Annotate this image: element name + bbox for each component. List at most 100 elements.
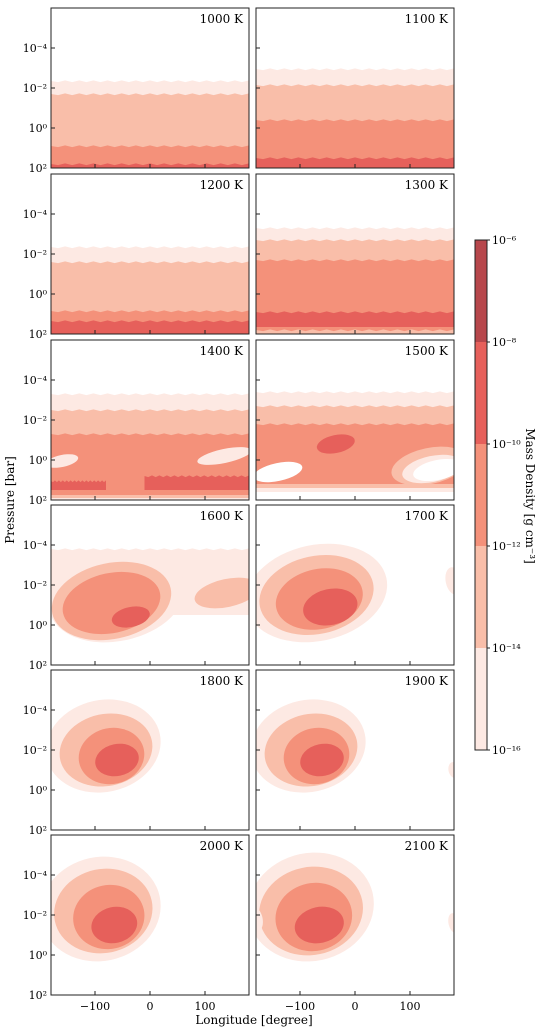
contour-region [300, 743, 344, 777]
colorbar-label: Mass Density [g cm⁻³] [523, 428, 537, 564]
contour-region [413, 458, 454, 482]
contour-region [91, 906, 138, 944]
contour-region [445, 567, 454, 595]
panel-1100k: 1100 K [255, 7, 455, 169]
panel-1900k: 1900 K [255, 669, 455, 831]
y-tick-label: 10⁻⁴ [23, 208, 48, 221]
colorbar-tick-label: 10⁻⁸ [492, 336, 517, 349]
panel-1000k: 1000 K 10⁻⁴ 10⁻² 10⁰ 10² [23, 7, 250, 175]
panel-title: 1600 K [200, 509, 244, 523]
y-tick-label: 10⁻⁴ [23, 374, 48, 387]
y-tick-label: 10⁻⁴ [23, 869, 48, 882]
contour-band [256, 157, 454, 168]
panel-title: 1100 K [405, 12, 449, 26]
panel-1800k: 1800 K 10⁻⁴ 10⁻² 10⁰ 10² [23, 669, 250, 837]
contour-region [256, 461, 303, 483]
panel-title: 1000 K [200, 12, 244, 26]
panel-contours [51, 246, 249, 334]
panel-title: 1700 K [405, 509, 449, 523]
y-tick-label: 10⁻² [23, 744, 47, 757]
panel-contours [256, 227, 454, 334]
contour-region [197, 447, 249, 465]
panel-title: 2100 K [405, 839, 449, 853]
panel-contours [256, 852, 454, 962]
colorbar-tick-label: 10⁻¹⁴ [492, 642, 521, 655]
panel-2000k: 2000 K 10⁻⁴ 10⁻² 10⁰ 10² −100 0 100 [23, 834, 250, 1013]
panel-contours [256, 68, 454, 168]
colorbar-segment [475, 240, 487, 342]
y-tick-label: 10⁰ [29, 619, 48, 632]
colorbar: 10⁻¹⁶ 10⁻¹⁴ 10⁻¹² 10⁻¹⁰ 10⁻⁸ 10⁻⁶ [474, 234, 521, 757]
y-tick-label: 10⁻² [23, 248, 47, 261]
colorbar-frame [474, 239, 488, 751]
panel-title: 1400 K [200, 344, 244, 358]
panel-title: 1900 K [405, 674, 449, 688]
contour-band [256, 119, 454, 168]
panel-contours [51, 80, 249, 168]
colorbar-segment [475, 444, 487, 546]
contour-region [194, 577, 249, 609]
panel-2100k: 2100 K −100 0 100 [255, 834, 455, 1013]
y-tick-label: 10⁻⁴ [23, 704, 48, 717]
panel-1700k: 1700 K [255, 504, 455, 666]
y-tick-label: 10⁻² [23, 909, 47, 922]
y-tick-label: 10⁰ [29, 122, 48, 135]
y-tick-label: 10⁰ [29, 454, 48, 467]
x-tick-label: 100 [195, 1000, 216, 1013]
y-tick-label: 10⁰ [29, 288, 48, 301]
panel-contours [256, 543, 454, 643]
x-tick-label: 0 [352, 1000, 359, 1013]
panel-contours [256, 699, 454, 793]
panel-title: 1200 K [200, 178, 244, 192]
contour-band [144, 475, 249, 490]
panel-1500k: 1500 K [255, 339, 455, 501]
colorbar-tick-label: 10⁻¹² [492, 540, 521, 553]
y-tick-label: 10⁻⁴ [23, 539, 48, 552]
y-tick-label: 10⁰ [29, 949, 48, 962]
contour-region [256, 907, 263, 931]
y-tick-label: 10² [29, 824, 47, 837]
contour-region [303, 588, 358, 626]
panel-1400k: 1400 K 10⁻⁴ 10⁻² 10⁰ 10² [23, 339, 250, 507]
panel-title: 1800 K [200, 674, 244, 688]
contour-band [256, 311, 454, 327]
y-tick-label: 10² [29, 328, 47, 341]
contour-region [95, 743, 139, 777]
contour-region [111, 606, 150, 628]
y-tick-label: 10⁻⁴ [23, 42, 48, 55]
panel-contours [51, 699, 161, 793]
y-tick-label: 10² [29, 162, 47, 175]
y-tick-label: 10² [29, 494, 47, 507]
y-tick-label: 10⁻² [23, 414, 47, 427]
colorbar-tick-label: 10⁻⁶ [492, 234, 517, 247]
contour-region [448, 762, 454, 778]
contour-region [51, 454, 79, 468]
panel-title: 2000 K [200, 839, 244, 853]
y-axis-label: Pressure [bar] [3, 456, 17, 544]
panel-grid: 1000 K 10⁻⁴ 10⁻² 10⁰ 10² 1100 K 1200 K 10⁻⁴ 10⁻²… [23, 7, 455, 1013]
y-tick-label: 10⁰ [29, 784, 48, 797]
panel-contours [256, 391, 454, 492]
panel-1300k: 1300 K [255, 173, 455, 335]
y-tick-label: 10⁻² [23, 579, 47, 592]
panel-contours [51, 856, 161, 962]
colorbar-tick-label: 10⁻¹⁰ [492, 438, 521, 451]
contour-region [448, 913, 454, 933]
x-axis-label: Longitude [degree] [195, 1013, 312, 1027]
panel-title: 1500 K [405, 344, 449, 358]
x-tick-label: −100 [80, 1000, 110, 1013]
panel-contours [51, 393, 249, 500]
contour-band [51, 145, 249, 168]
x-tick-label: 100 [400, 1000, 421, 1013]
x-tick-label: 0 [147, 1000, 154, 1013]
colorbar-segment [475, 342, 487, 444]
x-tick-label: −100 [285, 1000, 315, 1013]
colorbar-segment [475, 546, 487, 648]
contour-region [316, 434, 355, 454]
y-tick-label: 10² [29, 659, 47, 672]
contour-band [51, 480, 106, 490]
y-tick-label: 10⁻² [23, 82, 47, 95]
panel-title: 1300 K [405, 178, 449, 192]
panel-contours [51, 548, 249, 643]
